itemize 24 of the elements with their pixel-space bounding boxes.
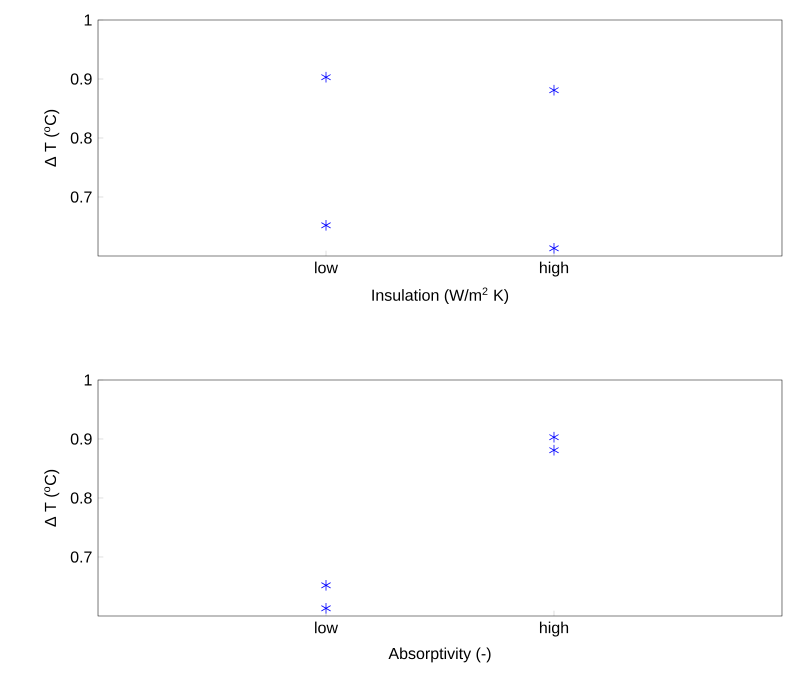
- y-axis-title: Δ T ($^{o}$C): [44, 470, 60, 527]
- y-tick-label: 0.7: [70, 191, 92, 203]
- x-tick-label: low: [315, 262, 338, 274]
- point: [548, 84, 560, 96]
- y-tick-label: 0.8: [70, 492, 92, 504]
- point: [320, 220, 332, 232]
- y-tick-label: 0.7: [70, 551, 92, 563]
- y-axis-title: Δ T ($^{o}$C): [44, 110, 60, 167]
- x-axis-title: Absorptivity (-): [388, 647, 491, 662]
- x-tick-label: high: [540, 622, 568, 637]
- point: [548, 242, 560, 254]
- point: [548, 444, 560, 456]
- x-tick-label: high: [540, 262, 568, 277]
- y-tick-label: 1: [84, 14, 92, 26]
- point: [320, 580, 332, 592]
- y-tick-label: 0.9: [70, 433, 92, 445]
- x-tick-label: low: [315, 622, 338, 634]
- x-axis-title: Insulation (W/m$^{2}$ K): [372, 287, 508, 304]
- point: [320, 602, 332, 614]
- y-tick-label: 0.9: [70, 73, 92, 85]
- point: [548, 431, 560, 443]
- y-tick-label: 0.8: [70, 132, 92, 144]
- y-tick-label: 1: [84, 374, 92, 386]
- point: [320, 71, 332, 83]
